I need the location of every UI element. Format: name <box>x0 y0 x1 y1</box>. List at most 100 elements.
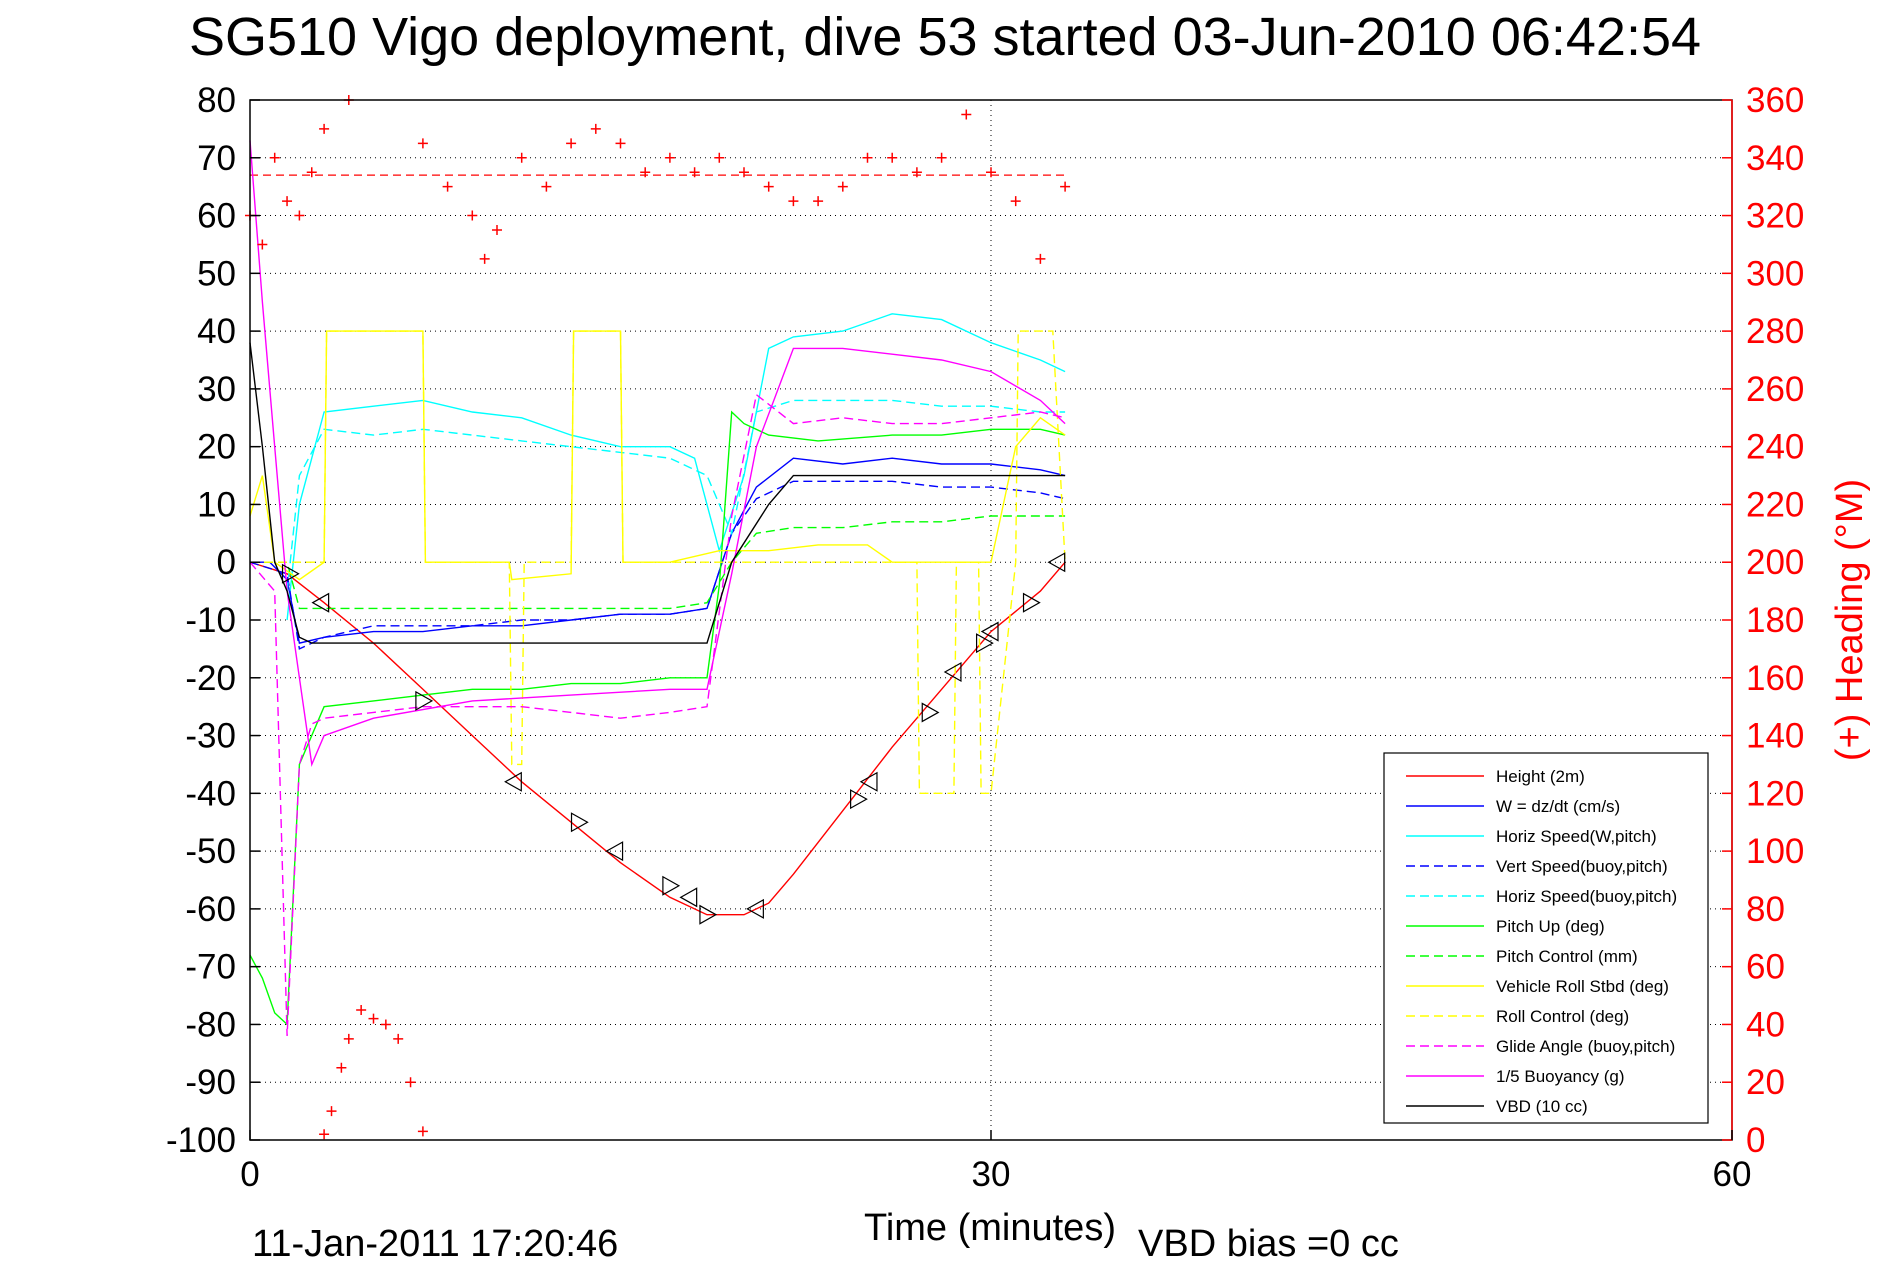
y-axis-right-label: (+) Heading (°M) <box>1829 479 1871 761</box>
y-tick-label: -20 <box>185 659 236 698</box>
legend-label: Pitch Up (deg) <box>1496 917 1605 936</box>
dive-marker <box>504 771 522 792</box>
y-right-tick-label: 60 <box>1746 948 1785 987</box>
legend-label: Height (2m) <box>1496 767 1585 786</box>
dive-marker <box>281 563 300 584</box>
y-right-tick-label: 300 <box>1746 254 1804 293</box>
dive-marker <box>662 875 681 896</box>
heading-point <box>887 152 898 163</box>
y-right-tick-label: 200 <box>1746 543 1804 582</box>
series-line <box>249 561 1066 916</box>
heading-point <box>492 225 502 235</box>
y-tick-label: 30 <box>197 370 236 409</box>
heading-point <box>356 1005 367 1015</box>
heading-point <box>269 152 280 163</box>
series-line <box>249 330 1066 581</box>
heading-point <box>1010 196 1021 207</box>
heading-point <box>566 138 577 149</box>
y-right-tick-label: 160 <box>1746 659 1804 698</box>
x-tick-label: 60 <box>1713 1155 1752 1194</box>
legend-label: VBD (10 cc) <box>1496 1097 1588 1116</box>
y-right-tick-label: 120 <box>1746 774 1804 813</box>
heading-point <box>763 181 774 192</box>
y-tick-label: 80 <box>197 81 236 120</box>
heading-point <box>368 1013 379 1024</box>
y-tick-label: -40 <box>185 774 236 813</box>
dive-marker <box>415 690 434 711</box>
heading-point <box>319 1129 330 1140</box>
heading-point <box>640 167 651 178</box>
heading-point <box>936 152 947 163</box>
legend-label: Vert Speed(buoy,pitch) <box>1496 857 1668 876</box>
heading-point <box>961 109 972 120</box>
vbd-bias: VBD bias =0 cc <box>1138 1223 1399 1262</box>
series-line <box>250 457 1066 644</box>
legend-label: Pitch Control (mm) <box>1496 947 1638 966</box>
dive-marker <box>679 887 698 908</box>
heading-point <box>343 1033 354 1044</box>
y-tick-label: 50 <box>197 254 236 293</box>
heading-point <box>479 253 490 264</box>
timestamp: 11-Jan-2011 17:20:46 <box>252 1223 618 1262</box>
heading-point <box>442 181 453 192</box>
heading-point <box>862 152 873 163</box>
dive-marker <box>1047 552 1066 573</box>
dive-marker <box>570 812 589 833</box>
legend-box <box>1383 752 1709 1124</box>
heading-point <box>393 1033 404 1044</box>
x-tick-label: 30 <box>972 1155 1011 1194</box>
heading-point <box>590 123 601 134</box>
legend-label: Glide Angle (buoy,pitch) <box>1496 1037 1675 1056</box>
dive-marker <box>975 633 994 654</box>
heading-point <box>306 167 317 178</box>
y-right-tick-label: 260 <box>1746 370 1804 409</box>
legend-label: Horiz Speed(W,pitch) <box>1496 827 1657 846</box>
heading-point <box>336 1062 347 1073</box>
y-tick-label: 70 <box>197 139 236 178</box>
heading-point <box>516 152 527 163</box>
dive-marker <box>746 898 764 919</box>
y-tick-label: -10 <box>185 601 236 640</box>
dive-marker <box>699 904 718 925</box>
y-right-tick-label: 220 <box>1746 485 1804 524</box>
series-line <box>250 330 1066 794</box>
y-right-tick-label: 360 <box>1746 81 1804 120</box>
dive-marker <box>1022 592 1041 613</box>
series-line <box>286 313 1066 621</box>
legend-label: Vehicle Roll Stbd (deg) <box>1496 977 1669 996</box>
dive-marker <box>850 789 868 810</box>
series-line <box>250 515 1066 610</box>
heading-point <box>319 123 330 134</box>
y-right-tick-label: 0 <box>1746 1121 1765 1160</box>
dive-marker <box>311 592 330 613</box>
y-tick-label: -70 <box>185 948 236 987</box>
y-tick-label: -60 <box>185 890 236 929</box>
y-right-tick-label: 240 <box>1746 428 1804 467</box>
axis-ticks: 80706050403020100-10-20-30-40-50-60-70-8… <box>166 81 1804 1194</box>
heading-point <box>326 1106 337 1117</box>
heading-point <box>739 167 749 178</box>
legend-label: Roll Control (deg) <box>1496 1007 1629 1026</box>
x-axis-label: Time (minutes) <box>864 1207 1116 1249</box>
heading-point <box>837 181 848 192</box>
y-tick-label: -50 <box>185 832 236 871</box>
heading-point <box>689 167 700 178</box>
y-tick-label: -30 <box>185 717 236 756</box>
y-tick-label: -100 <box>166 1121 236 1160</box>
dive-marker <box>943 661 962 683</box>
legend-label: Horiz Speed(buoy,pitch) <box>1496 887 1677 906</box>
heading-point <box>294 210 305 221</box>
y-tick-label: 20 <box>197 428 236 467</box>
y-right-tick-label: 20 <box>1746 1063 1785 1102</box>
y-tick-label: -80 <box>185 1005 236 1044</box>
series-line <box>249 342 1066 644</box>
x-tick-label: 0 <box>240 1155 259 1194</box>
y-right-tick-label: 340 <box>1746 139 1804 178</box>
heading-point <box>417 138 428 149</box>
heading-point <box>541 181 552 192</box>
heading-point <box>1035 253 1046 264</box>
series-line <box>249 410 1066 1026</box>
heading-point <box>615 138 626 149</box>
heading-point <box>813 196 824 207</box>
